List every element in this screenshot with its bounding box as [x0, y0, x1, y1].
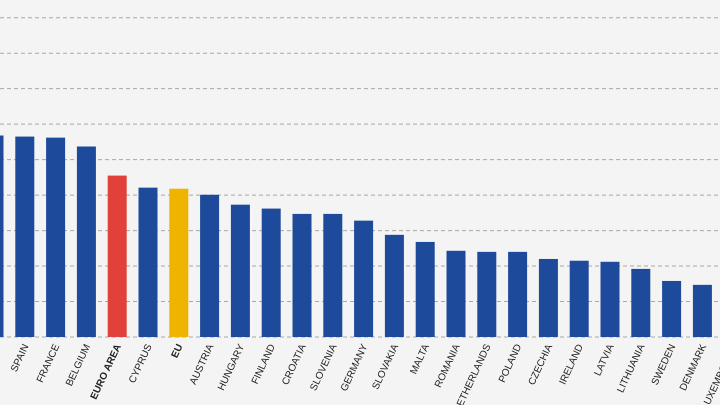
x-tick-label: FRANCE [35, 342, 62, 384]
bar [354, 220, 374, 337]
bar [0, 135, 4, 337]
bar [323, 213, 343, 337]
x-tick-label: SPAIN [9, 343, 31, 374]
bar [107, 175, 127, 337]
bar [446, 250, 466, 337]
x-tick-label: CROATIA [280, 342, 309, 387]
bar [477, 251, 497, 337]
bar [384, 234, 404, 337]
bar [631, 268, 651, 337]
x-tick-label: ROMANIA [433, 342, 463, 389]
bar [292, 213, 312, 337]
bar [200, 194, 220, 337]
x-tick-label: DENMARK [678, 342, 709, 392]
bar [15, 136, 35, 337]
bar [692, 284, 712, 337]
bar [508, 251, 528, 337]
x-tick-label: BELGIUM [64, 343, 93, 388]
bar [415, 241, 435, 337]
x-tick-label: SLOVAKIA [371, 342, 402, 391]
x-tick-label: CZECHIA [527, 342, 556, 387]
x-tick-label: GERMANY [339, 342, 370, 393]
bar [261, 208, 281, 337]
bar [569, 260, 589, 337]
bar [76, 146, 96, 337]
x-tick-label: FINLAND [250, 343, 278, 386]
bar [538, 258, 558, 337]
bar [662, 280, 682, 337]
x-tick-label: LITHUANIA [615, 342, 647, 394]
x-tick-label: EU [170, 343, 186, 360]
x-tick-label: IRELAND [558, 343, 586, 387]
x-tick-label: AUSTRIA [188, 342, 216, 386]
x-tick-label: LATVIA [592, 342, 616, 378]
x-tick-label: MALTA [408, 342, 432, 376]
bar [46, 137, 66, 337]
x-tick-label: SLOVENIA [308, 342, 339, 392]
x-tick-label: HUNGARY [216, 342, 247, 392]
x-tick-label: SWEDEN [650, 343, 679, 387]
x-tick-label: POLAND [497, 343, 524, 385]
bar [600, 261, 620, 337]
x-tick-label: EURO AREA [89, 343, 124, 402]
bar [138, 187, 158, 337]
bar [169, 188, 189, 337]
x-tick-label: CYPRUS [127, 342, 155, 385]
bar [230, 204, 250, 337]
